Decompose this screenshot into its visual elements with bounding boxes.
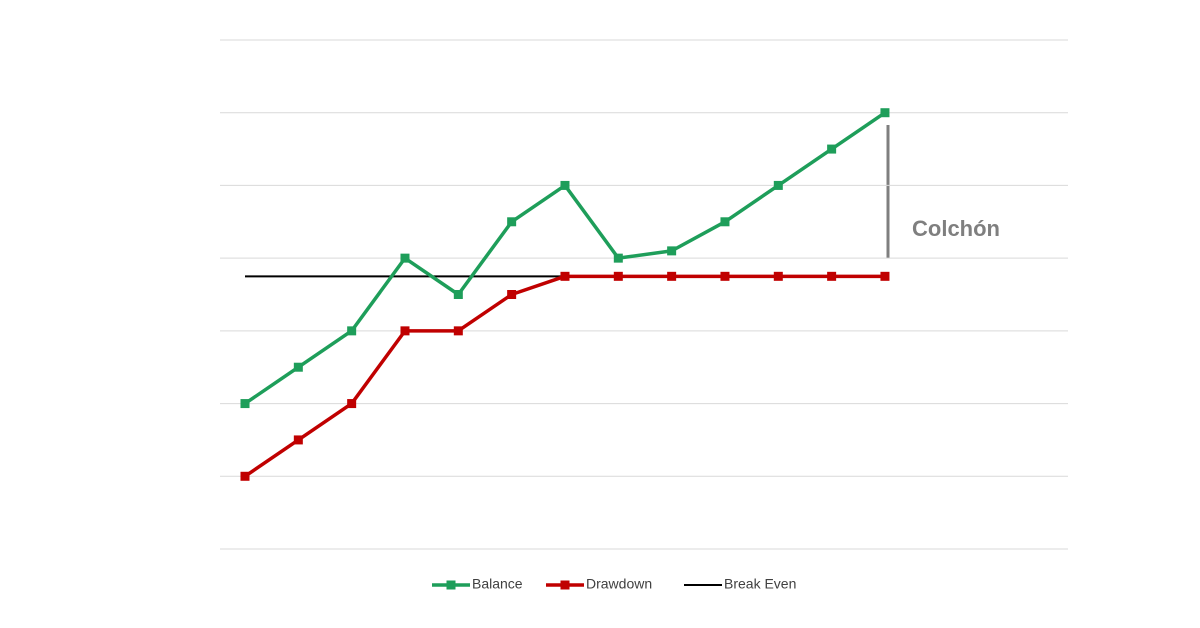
marker xyxy=(240,471,250,481)
marker xyxy=(827,271,837,281)
marker xyxy=(667,271,677,281)
marker xyxy=(347,326,357,336)
marker xyxy=(507,290,517,299)
marker xyxy=(880,271,890,281)
marker xyxy=(613,253,623,263)
marker xyxy=(507,217,517,227)
series-line xyxy=(244,274,885,478)
marker xyxy=(560,271,570,281)
marker xyxy=(400,326,410,336)
marker xyxy=(293,435,303,445)
marker xyxy=(613,271,623,281)
legend-label: Break Even xyxy=(724,576,796,592)
marker xyxy=(560,180,570,190)
marker xyxy=(240,399,250,409)
marker xyxy=(293,362,303,372)
legend-label: Balance xyxy=(472,576,523,592)
legend-marker xyxy=(560,580,570,590)
marker xyxy=(827,144,837,154)
marker xyxy=(400,253,410,263)
marker xyxy=(453,326,463,336)
marker xyxy=(347,399,357,409)
annotation-text: Colchón xyxy=(912,216,1000,241)
marker xyxy=(453,290,463,299)
marker xyxy=(720,271,730,281)
marker xyxy=(880,108,890,118)
legend-label: Drawdown xyxy=(586,576,652,592)
marker xyxy=(720,217,730,227)
legend-marker xyxy=(446,580,456,590)
marker xyxy=(773,180,783,190)
marker xyxy=(773,271,783,281)
marker xyxy=(667,246,677,256)
